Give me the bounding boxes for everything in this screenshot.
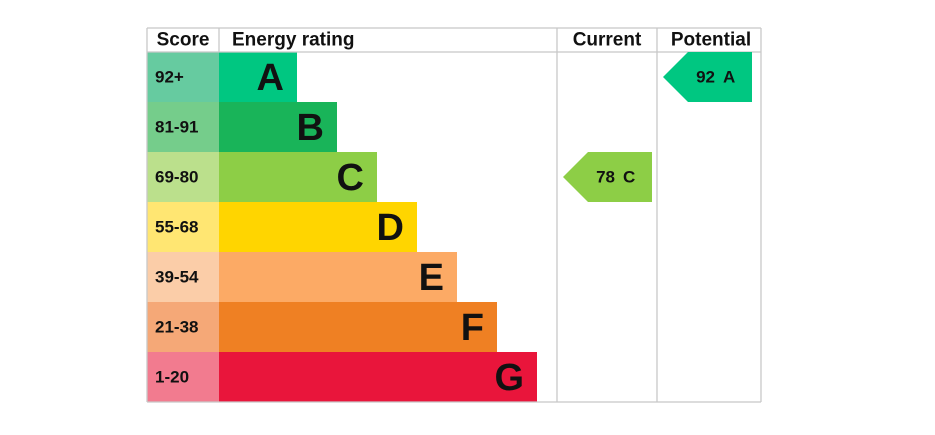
score-cell [147, 202, 219, 252]
header-current: Current [573, 30, 642, 51]
score-label: 21-38 [155, 318, 198, 337]
rating-letter: C [337, 157, 364, 199]
current-arrow [563, 152, 652, 202]
current-letter: C [623, 168, 635, 187]
score-cell [147, 52, 219, 102]
score-label: 39-54 [155, 268, 199, 287]
score-cell [147, 102, 219, 152]
score-label: 1-20 [155, 368, 189, 387]
score-label: 55-68 [155, 218, 198, 237]
potential-arrow [663, 52, 752, 102]
header-potential: Potential [671, 30, 751, 51]
potential-letter: A [723, 68, 735, 87]
rating-letter: E [419, 257, 444, 299]
header-rating: Energy rating [232, 30, 354, 51]
rating-letter: D [377, 207, 404, 249]
score-cell [147, 152, 219, 202]
header-score: Score [157, 30, 210, 51]
rating-letter: A [257, 57, 284, 99]
rating-letter: G [494, 357, 524, 399]
rating-letter: F [461, 307, 484, 349]
current-score: 78 [596, 168, 615, 187]
score-cell [147, 252, 219, 302]
potential-score: 92 [696, 68, 715, 87]
rating-bar [219, 52, 297, 102]
rating-bar [219, 102, 337, 152]
rating-letter: B [297, 107, 324, 149]
score-label: 81-91 [155, 118, 198, 137]
rating-bar [219, 352, 537, 402]
rating-bar [219, 302, 497, 352]
rating-bar [219, 252, 457, 302]
rating-bar [219, 152, 377, 202]
score-cell [147, 302, 219, 352]
score-label: 92+ [155, 68, 184, 87]
rating-bar [219, 202, 417, 252]
score-label: 69-80 [155, 168, 198, 187]
score-cell [147, 352, 219, 402]
